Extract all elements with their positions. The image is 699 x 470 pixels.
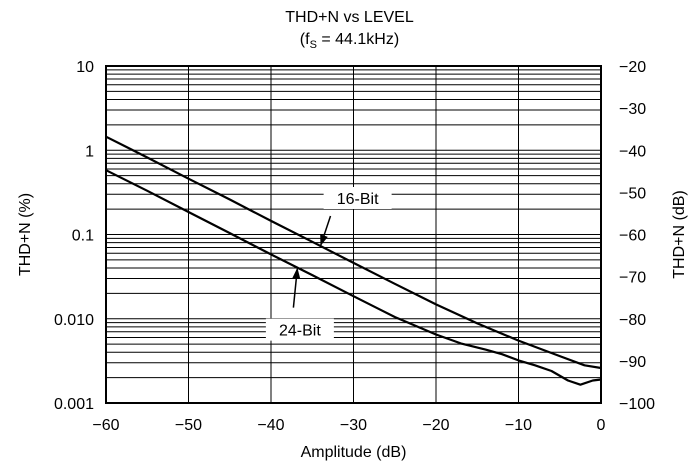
y-right-tick-label: −50	[619, 185, 646, 202]
y-left-tick-label: 0.001	[54, 396, 94, 413]
x-tick-label: 0	[597, 417, 606, 434]
y-left-tick-label: 10	[76, 59, 94, 76]
annotation-arrowhead	[292, 267, 301, 279]
plot-frame	[105, 65, 602, 404]
y-axis-label-left: THD+N (%)	[17, 193, 34, 276]
y-left-tick-label: 1	[85, 143, 94, 160]
y-right-tick-label: −100	[619, 396, 655, 413]
series-line-2	[105, 169, 602, 386]
y-right-tick-label: −20	[619, 59, 646, 76]
y-left-tick-label: 0.010	[54, 312, 94, 329]
x-tick-label: −40	[257, 417, 284, 434]
axis-ticks: −60 −50 −40 −30 −20 −10 01010.10.0100.001−20−3…	[54, 59, 655, 434]
annotation-label: 24-Bit	[279, 323, 321, 340]
subtitle-prefix: (f	[299, 31, 310, 48]
y-axis-label-right: THD+N (dB)	[671, 190, 688, 278]
x-tick-label: −20	[422, 417, 449, 434]
annotation-box	[265, 318, 334, 341]
subtitle-suffix: = 44.1kHz)	[316, 31, 400, 48]
x-tick-label: −50	[175, 417, 202, 434]
chart-subtitle: (fS = 44.1kHz)	[0, 30, 699, 55]
x-tick-label: −60	[92, 417, 119, 434]
series-lines	[105, 135, 602, 386]
x-tick-label: −10	[505, 417, 532, 434]
chart-title: THD+N vs LEVEL	[285, 9, 414, 26]
y-right-tick-label: −70	[619, 270, 646, 287]
grid	[105, 66, 602, 404]
x-tick-label: −30	[340, 417, 367, 434]
y-right-tick-label: −60	[619, 228, 646, 245]
annotation-box	[323, 186, 392, 209]
series-line-1	[105, 135, 602, 370]
y-right-tick-label: −40	[619, 143, 646, 160]
y-right-tick-label: −90	[619, 354, 646, 371]
y-left-tick-label: 0.1	[72, 228, 94, 245]
annotations: 16-Bit 24-Bit	[265, 186, 392, 341]
y-right-tick-label: −30	[619, 101, 646, 118]
x-axis-label: Amplitude (dB)	[301, 444, 407, 461]
subtitle-subscript: S	[309, 39, 317, 52]
annotation-label: 16-Bit	[337, 191, 379, 208]
y-right-tick-label: −80	[619, 312, 646, 329]
annotation-arrowhead	[320, 234, 328, 246]
